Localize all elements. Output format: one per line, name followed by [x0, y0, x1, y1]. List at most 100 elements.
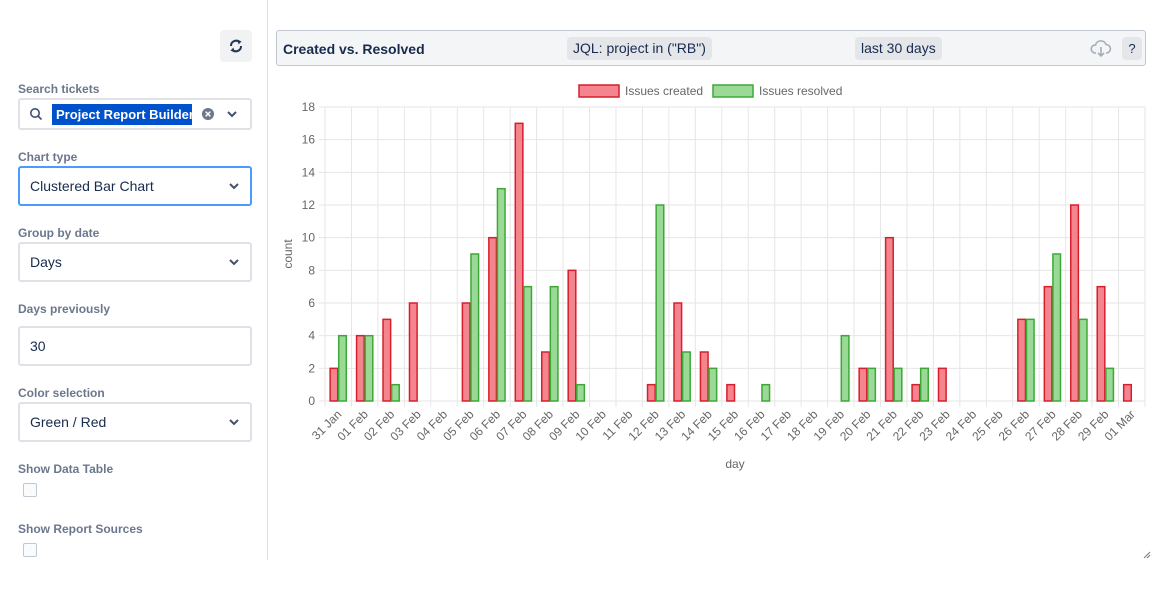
bar-resolved	[390, 383, 400, 402]
bar-resolved	[1052, 253, 1062, 402]
legend-label-resolved: Issues resolved	[759, 84, 842, 98]
chart-type-label: Chart type	[18, 150, 78, 164]
bar-resolved	[496, 187, 506, 402]
chart-bars	[329, 122, 1133, 402]
settings-panel: Search tickets Project Report Builder (R…	[0, 0, 268, 560]
group-by-date-label: Group by date	[18, 226, 100, 240]
y-axis-label: count	[281, 239, 295, 269]
group-by-date-value: Days	[30, 254, 62, 270]
days-previously-input[interactable]: 30	[18, 326, 252, 366]
color-selection-select[interactable]: Green / Red	[18, 402, 252, 442]
bar-created	[1043, 285, 1053, 402]
bar-created	[858, 367, 868, 402]
bar-created	[699, 351, 709, 402]
bar-resolved	[549, 285, 559, 402]
report-title: Created vs. Resolved	[283, 41, 425, 57]
chart-type-value: Clustered Bar Chart	[30, 178, 154, 194]
show-data-table-checkbox[interactable]	[23, 483, 37, 497]
chart-type-select[interactable]: Clustered Bar Chart	[18, 166, 252, 206]
search-tickets-field[interactable]: Project Report Builder (RB)	[18, 98, 252, 130]
bar-created	[355, 334, 365, 402]
show-data-table-label: Show Data Table	[18, 462, 114, 476]
x-axis-label: day	[725, 457, 744, 471]
bar-resolved	[761, 383, 771, 402]
bar-created	[1017, 318, 1027, 402]
bar-created	[646, 383, 656, 402]
bar-created	[911, 383, 921, 402]
download-button[interactable]	[1089, 37, 1113, 60]
color-selection-value: Green / Red	[30, 414, 107, 430]
resize-grip-icon[interactable]	[1143, 551, 1151, 559]
bar-created	[488, 236, 498, 402]
bar-created	[884, 236, 894, 402]
y-tick-label: 0	[308, 394, 315, 408]
jql-badge[interactable]: JQL: project in ("RB")	[567, 37, 712, 60]
period-badge[interactable]: last 30 days	[855, 37, 942, 60]
x-tick-label: 01 Mar	[1102, 407, 1138, 443]
bar-resolved	[337, 334, 348, 402]
chart-legend: Issues created Issues resolved	[578, 84, 842, 98]
bar-resolved	[919, 367, 930, 402]
legend-label-created: Issues created	[625, 84, 703, 98]
bar-created	[408, 302, 418, 402]
bar-resolved	[840, 334, 850, 402]
bar-created	[673, 302, 683, 402]
bar-resolved	[364, 334, 374, 402]
bar-created	[461, 302, 471, 402]
y-tick-label: 18	[302, 100, 316, 114]
bar-created	[540, 351, 551, 402]
y-tick-labels: 0 2 4 6 8 10 12 14 16 18	[302, 100, 316, 408]
bar-resolved	[867, 367, 877, 402]
chart-header-bar: Created vs. Resolved JQL: project in ("R…	[276, 30, 1146, 66]
bar-created	[1070, 204, 1080, 402]
bar-resolved	[708, 367, 718, 402]
bar-created	[937, 367, 947, 402]
bar-created	[1096, 285, 1106, 402]
cloud-download-icon	[1090, 39, 1112, 57]
help-button[interactable]: ?	[1122, 37, 1142, 60]
refresh-button[interactable]	[220, 30, 252, 62]
bar-created	[329, 367, 339, 402]
bar-resolved	[1025, 318, 1035, 402]
chevron-down-icon	[228, 180, 240, 192]
legend-swatch-created	[578, 84, 620, 98]
show-report-sources-checkbox[interactable]	[23, 543, 37, 557]
y-tick-label: 14	[302, 165, 316, 179]
bar-created	[1122, 383, 1133, 402]
y-tick-label: 16	[302, 133, 316, 147]
chevron-down-icon	[228, 256, 240, 268]
bar-resolved	[655, 204, 665, 402]
y-tick-label: 8	[308, 263, 315, 277]
bar-created	[726, 383, 736, 402]
clear-icon[interactable]	[200, 106, 216, 122]
selected-project-chip[interactable]: Project Report Builder (RB)	[52, 103, 192, 125]
chevron-down-icon[interactable]	[226, 108, 238, 120]
bar-resolved	[893, 367, 903, 402]
days-previously-value: 30	[30, 338, 46, 354]
search-icon	[26, 107, 46, 121]
bar-resolved	[523, 285, 533, 402]
bar-resolved	[1078, 318, 1088, 402]
refresh-icon	[230, 39, 242, 53]
color-selection-label: Color selection	[18, 386, 105, 400]
bar-created	[514, 122, 524, 402]
show-report-sources-label: Show Report Sources	[18, 522, 143, 536]
legend-swatch-resolved	[712, 84, 754, 98]
bar-resolved	[681, 351, 691, 402]
y-tick-label: 6	[308, 296, 315, 310]
search-tickets-label: Search tickets	[18, 82, 100, 96]
days-previously-label: Days previously	[18, 302, 111, 316]
bar-resolved	[576, 383, 586, 402]
chevron-down-icon	[228, 416, 240, 428]
bar-created	[382, 318, 392, 402]
y-tick-label: 10	[302, 231, 316, 245]
y-tick-label: 12	[302, 198, 316, 212]
bar-created	[567, 269, 577, 402]
bar-resolved	[470, 253, 480, 402]
y-tick-label: 2	[308, 361, 315, 375]
bar-resolved	[1105, 367, 1115, 402]
group-by-date-select[interactable]: Days	[18, 242, 252, 282]
